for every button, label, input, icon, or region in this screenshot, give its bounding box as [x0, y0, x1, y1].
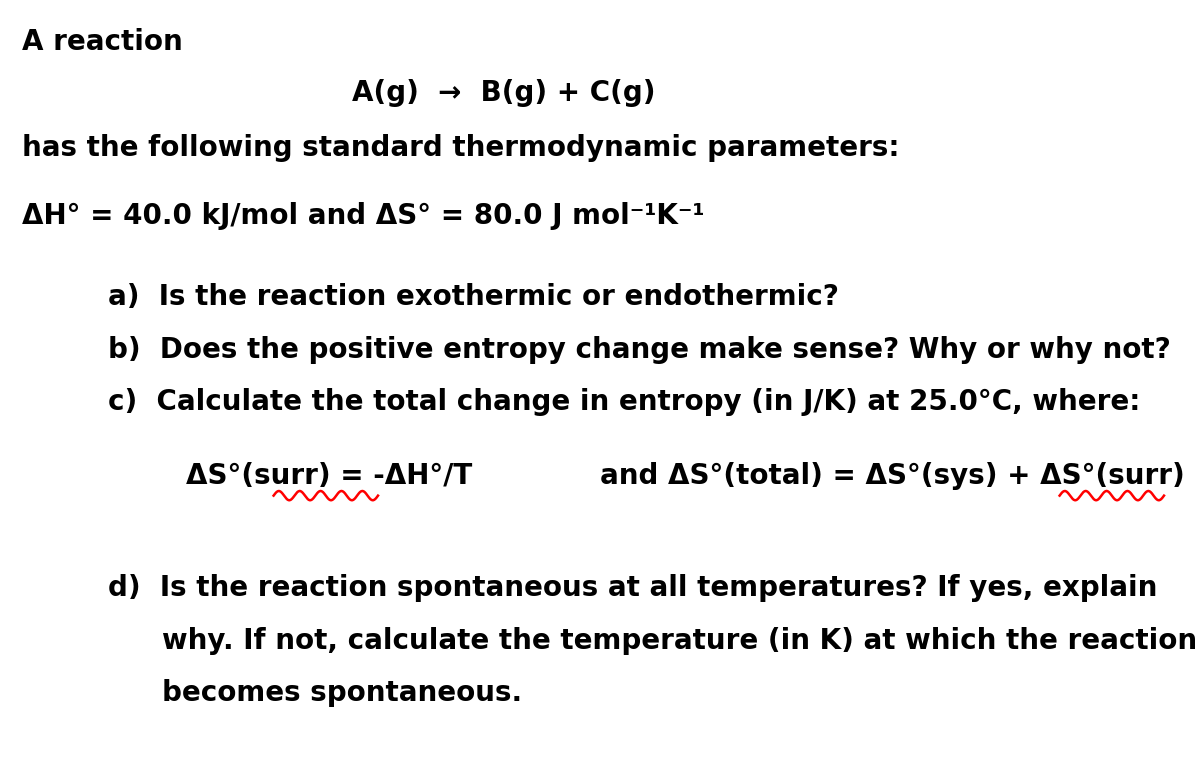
- Text: ΔH° = 40.0 kJ/mol and ΔS° = 80.0 J mol⁻¹K⁻¹: ΔH° = 40.0 kJ/mol and ΔS° = 80.0 J mol⁻¹…: [22, 202, 704, 230]
- Text: why. If not, calculate the temperature (in K) at which the reaction: why. If not, calculate the temperature (…: [162, 627, 1198, 655]
- Text: b)  Does the positive entropy change make sense? Why or why not?: b) Does the positive entropy change make…: [108, 336, 1171, 364]
- Text: A(g)  →  B(g) + C(g): A(g) → B(g) + C(g): [353, 79, 655, 107]
- Text: A reaction: A reaction: [22, 29, 182, 56]
- Text: has the following standard thermodynamic parameters:: has the following standard thermodynamic…: [22, 134, 899, 162]
- Text: becomes spontaneous.: becomes spontaneous.: [162, 679, 522, 707]
- Text: a)  Is the reaction exothermic or endothermic?: a) Is the reaction exothermic or endothe…: [108, 283, 839, 311]
- Text: and ΔS°(total) = ΔS°(sys) + ΔS°(surr): and ΔS°(total) = ΔS°(sys) + ΔS°(surr): [600, 462, 1184, 490]
- Text: d)  Is the reaction spontaneous at all temperatures? If yes, explain: d) Is the reaction spontaneous at all te…: [108, 574, 1157, 602]
- Text: c)  Calculate the total change in entropy (in J/K) at 25.0°C, where:: c) Calculate the total change in entropy…: [108, 388, 1140, 416]
- Text: ΔS°(surr) = -ΔH°/T: ΔS°(surr) = -ΔH°/T: [186, 462, 473, 490]
